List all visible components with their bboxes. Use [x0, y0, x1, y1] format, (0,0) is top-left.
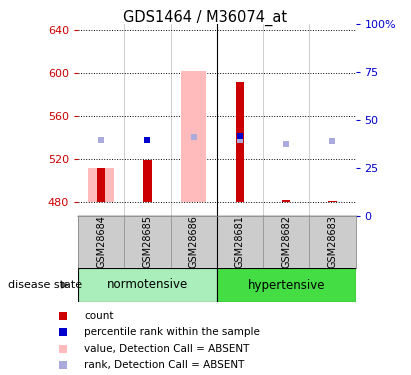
Bar [217, 268, 356, 302]
Text: GSM28686: GSM28686 [189, 215, 199, 268]
Text: GSM28683: GSM28683 [328, 215, 337, 268]
Bar [282, 200, 290, 202]
Text: normotensive: normotensive [107, 279, 188, 291]
Text: disease state: disease state [8, 280, 82, 290]
Text: GSM28682: GSM28682 [281, 215, 291, 268]
Bar [78, 268, 217, 302]
Text: percentile rank within the sample: percentile rank within the sample [84, 327, 260, 337]
Bar [88, 168, 114, 202]
Bar [328, 201, 337, 202]
Text: rank, Detection Call = ABSENT: rank, Detection Call = ABSENT [84, 360, 245, 370]
Text: GSM28681: GSM28681 [235, 215, 245, 268]
Text: GSM28684: GSM28684 [96, 215, 106, 268]
Text: hypertensive: hypertensive [247, 279, 325, 291]
Text: GDS1464 / M36074_at: GDS1464 / M36074_at [123, 9, 288, 26]
Text: value, Detection Call = ABSENT: value, Detection Call = ABSENT [84, 344, 250, 354]
Bar [236, 82, 244, 202]
Text: count: count [84, 311, 114, 321]
Bar [181, 70, 206, 202]
Bar [143, 160, 152, 202]
Bar [97, 168, 105, 202]
Text: GSM28685: GSM28685 [143, 215, 152, 268]
